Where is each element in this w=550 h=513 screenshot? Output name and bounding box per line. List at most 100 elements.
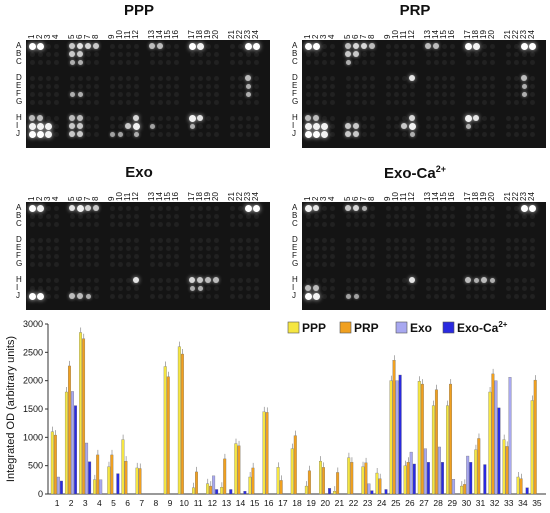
bar — [135, 467, 139, 495]
array-spot — [94, 124, 99, 129]
array-spot — [126, 262, 131, 267]
array-spot — [70, 262, 75, 267]
array-spot — [450, 254, 455, 259]
array-spot — [322, 52, 327, 57]
array-spot-signal — [409, 115, 415, 121]
x-tick-label: 15 — [250, 498, 260, 508]
x-tick-label: 1 — [55, 498, 60, 508]
array-spot — [514, 238, 519, 243]
array-spot — [506, 214, 511, 219]
array-spot — [118, 222, 123, 227]
array-spot — [206, 214, 211, 219]
array-spot — [402, 76, 407, 81]
array-spot — [514, 92, 519, 97]
array-spot-signal — [353, 123, 359, 129]
array-spot — [206, 238, 211, 243]
array-spot — [246, 246, 251, 251]
array-spot — [450, 132, 455, 137]
bar — [212, 475, 216, 495]
array-spot — [38, 52, 43, 57]
array-spot — [150, 286, 155, 291]
array-column-label: 4 — [327, 196, 336, 201]
array-spot — [314, 262, 319, 267]
bar — [403, 465, 407, 495]
array-spot — [522, 52, 527, 57]
array-spot — [110, 84, 115, 89]
array-spot — [410, 44, 415, 49]
array-spot — [86, 124, 91, 129]
bar — [53, 434, 57, 495]
array-spot — [346, 222, 351, 227]
array-spot — [322, 278, 327, 283]
array-spot — [134, 100, 139, 105]
array-spot — [86, 116, 91, 121]
array-spot — [126, 238, 131, 243]
bar — [138, 468, 142, 495]
bar — [452, 479, 456, 495]
array-spot — [78, 76, 83, 81]
array-spot — [426, 84, 431, 89]
array-spot — [474, 254, 479, 259]
array-spot — [394, 294, 399, 299]
array-spot — [522, 100, 527, 105]
array-spot — [254, 100, 259, 105]
array-spot — [46, 92, 51, 97]
array-spot — [330, 278, 335, 283]
array-spot — [522, 214, 527, 219]
array-spot — [198, 294, 203, 299]
array-spot-signal — [77, 51, 83, 57]
array-spot — [322, 116, 327, 121]
array-spot — [166, 246, 171, 251]
array-spot — [214, 100, 219, 105]
array-spot — [214, 254, 219, 259]
array-spot — [230, 206, 235, 211]
array-spot — [86, 52, 91, 57]
array-spot — [522, 238, 527, 243]
array-spot — [110, 44, 115, 49]
array-spot — [174, 44, 179, 49]
array-spot — [434, 124, 439, 129]
array-spot — [474, 60, 479, 65]
array-spot-signal — [93, 205, 99, 211]
array-spot — [482, 132, 487, 137]
array-spot — [30, 60, 35, 65]
array-spot-signal — [313, 285, 319, 291]
array-spot — [38, 84, 43, 89]
array-spot — [174, 214, 179, 219]
bar — [304, 485, 308, 495]
array-spot — [46, 214, 51, 219]
bar — [406, 462, 410, 495]
y-tick-label: 2000 — [23, 376, 43, 386]
array-spot-signal — [361, 43, 367, 49]
array-spot — [70, 84, 75, 89]
array-column-label: 16 — [447, 30, 456, 39]
array-spot — [506, 84, 511, 89]
array-spot — [354, 76, 359, 81]
bar — [469, 462, 473, 495]
array-spot — [174, 84, 179, 89]
array-spot — [94, 60, 99, 65]
array-spot — [190, 206, 195, 211]
array-spot — [394, 222, 399, 227]
array-spot — [30, 278, 35, 283]
array-spot — [514, 60, 519, 65]
array-spot — [530, 286, 535, 291]
array-spot — [466, 238, 471, 243]
array-spot — [370, 52, 375, 57]
array-spot — [426, 238, 431, 243]
bar — [519, 478, 523, 495]
array-spot — [254, 84, 259, 89]
array-spot — [434, 286, 439, 291]
array-column-label: 12 — [131, 192, 140, 201]
array-spot — [514, 52, 519, 57]
array-spot — [482, 262, 487, 267]
array-spot — [54, 100, 59, 105]
array-spot — [118, 116, 123, 121]
array-spot — [346, 238, 351, 243]
bar — [508, 377, 512, 495]
bar — [79, 332, 83, 495]
array-column-label: 20 — [487, 30, 496, 39]
array-spot — [362, 116, 367, 121]
bar — [533, 379, 537, 495]
array-spot — [238, 116, 243, 121]
